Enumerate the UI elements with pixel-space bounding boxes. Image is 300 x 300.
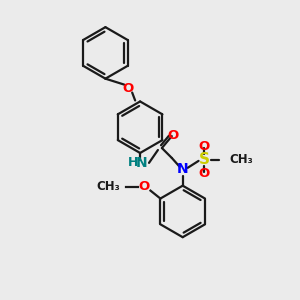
Text: H: H bbox=[128, 156, 138, 170]
Text: O: O bbox=[123, 82, 134, 95]
Text: S: S bbox=[199, 152, 210, 167]
Text: O: O bbox=[167, 129, 178, 142]
Text: N: N bbox=[135, 156, 147, 170]
Text: O: O bbox=[199, 140, 210, 152]
Text: O: O bbox=[138, 180, 149, 193]
Text: CH₃: CH₃ bbox=[229, 153, 253, 167]
Text: CH₃: CH₃ bbox=[96, 180, 120, 193]
Text: N: N bbox=[177, 162, 188, 176]
Text: O: O bbox=[199, 167, 210, 180]
